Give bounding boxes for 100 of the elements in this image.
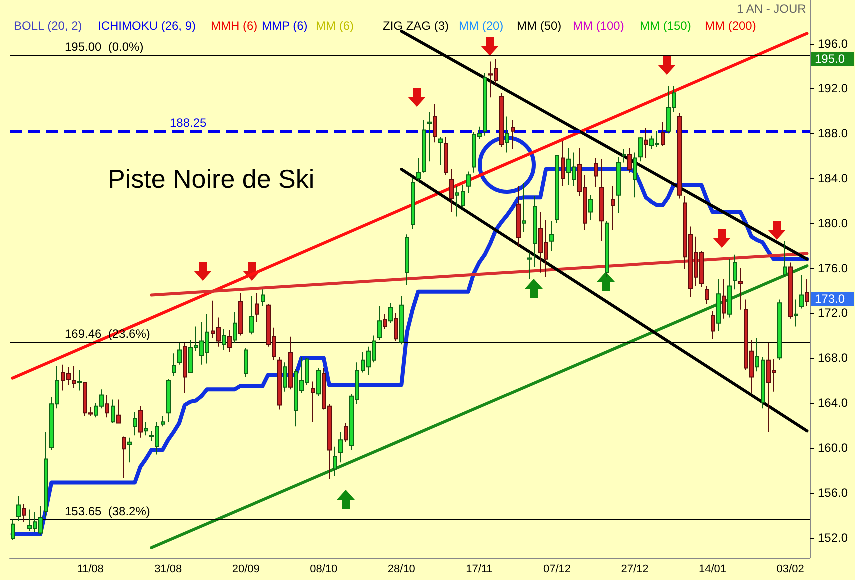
- text: 173.0: [815, 292, 846, 306]
- y-tick-label: 176.0: [818, 261, 848, 276]
- candlestick: [105, 394, 109, 418]
- candlestick: [16, 496, 21, 522]
- ref-line-label: 153.65 (38.2%): [65, 504, 150, 518]
- candlestick: [505, 116, 509, 154]
- candlestick: [166, 378, 171, 423]
- annotation: 1 AN - JOUR: [736, 2, 807, 16]
- candlestick: [227, 330, 232, 354]
- candlestick: [638, 136, 643, 162]
- candlestick: [277, 356, 282, 410]
- candlestick: [44, 432, 48, 518]
- candlestick: [244, 348, 248, 378]
- candlestick: [422, 120, 426, 174]
- candlestick: [561, 140, 565, 187]
- text: 195.0: [815, 52, 846, 66]
- candlestick: [72, 366, 76, 389]
- annotation: MMH (6): [211, 19, 258, 33]
- candlestick: [516, 186, 521, 248]
- candlestick: [133, 412, 137, 436]
- candlestick: [449, 169, 454, 213]
- y-tick-label: 160.0: [818, 440, 848, 455]
- candlestick: [388, 302, 393, 324]
- y-tick-label: 152.0: [818, 530, 848, 545]
- candlestick: [644, 127, 648, 159]
- candlestick: [416, 158, 421, 182]
- x-tick-label: 17/11: [466, 564, 493, 576]
- y-tick-label: 184.0: [818, 172, 848, 186]
- candlestick: [383, 314, 387, 330]
- candlestick: [111, 399, 115, 424]
- candlestick: [255, 292, 259, 323]
- candlestick: [805, 279, 809, 308]
- y-tick-label: 188.0: [818, 126, 848, 141]
- annotation: MM (100): [573, 19, 624, 33]
- candlestick: [783, 240, 787, 278]
- candlestick: [316, 368, 321, 397]
- candlestick: [466, 171, 471, 194]
- candlestick: [144, 422, 148, 436]
- ref-line-label: 188.25: [170, 116, 208, 130]
- candlestick: [177, 343, 182, 366]
- candlestick: [222, 328, 226, 351]
- candlestick: [283, 362, 287, 392]
- candlestick: [433, 104, 437, 144]
- annotation: ICHIMOKU (26, 9): [98, 19, 196, 33]
- y-tick-label: 192.0: [818, 82, 848, 96]
- candlestick: [527, 252, 532, 280]
- candlestick: [777, 299, 782, 361]
- candlestick: [238, 292, 243, 336]
- candlestick: [444, 136, 448, 176]
- y-tick-label: 164.0: [818, 396, 848, 410]
- x-tick-label: 20/09: [232, 564, 260, 576]
- candlestick: [399, 296, 404, 346]
- candlestick: [161, 416, 165, 428]
- candlestick: [633, 152, 637, 198]
- candlestick: [11, 519, 15, 541]
- candlestick: [499, 92, 504, 148]
- candlestick: [333, 446, 337, 477]
- candlestick: [622, 148, 626, 164]
- candlestick: [344, 422, 348, 443]
- candlestick: [377, 306, 382, 341]
- annotation: Piste Noire de Ski: [108, 164, 315, 194]
- candlestick: [405, 234, 409, 286]
- candlestick: [172, 353, 176, 377]
- candlestick: [127, 437, 132, 464]
- annotation: BOLL (20, 2): [14, 19, 82, 33]
- candlestick: [599, 158, 604, 242]
- candlestick: [311, 381, 315, 423]
- annotation: MM (20): [459, 19, 504, 33]
- candlestick: [116, 399, 121, 424]
- candlestick: [733, 254, 737, 290]
- annotation: MM (50): [517, 19, 562, 33]
- y-tick-label: 156.0: [818, 486, 848, 500]
- candlestick: [183, 343, 187, 394]
- candlestick: [394, 312, 398, 342]
- x-tick-label: 14/01: [699, 564, 727, 576]
- annotation: ZIG ZAG (3): [383, 19, 450, 33]
- candlestick: [411, 178, 415, 230]
- candlestick: [594, 158, 598, 188]
- candlestick: [483, 72, 487, 136]
- x-tick-label: 08/10: [310, 564, 338, 576]
- annotation: MMP (6): [262, 19, 308, 33]
- candlestick: [794, 299, 798, 328]
- y-tick-label: 196.0: [818, 36, 848, 51]
- ref-line-label: 195.00 (0.0%): [65, 40, 144, 54]
- y-tick-label: 168.0: [818, 351, 848, 366]
- candlestick: [611, 186, 615, 231]
- x-tick-label: 31/08: [154, 564, 182, 576]
- candlestick: [555, 154, 559, 224]
- candlestick: [705, 286, 709, 305]
- candlestick: [22, 504, 26, 523]
- candlestick: [138, 406, 143, 438]
- x-tick-label: 07/12: [543, 564, 571, 576]
- candlestick: [427, 112, 432, 162]
- candlestick: [722, 279, 726, 320]
- candlestick: [522, 182, 526, 233]
- candlestick: [455, 186, 459, 218]
- candlestick: [549, 220, 554, 252]
- candlestick: [716, 279, 721, 332]
- annotation: MM (200): [705, 19, 756, 33]
- x-tick-label: 11/08: [77, 564, 104, 576]
